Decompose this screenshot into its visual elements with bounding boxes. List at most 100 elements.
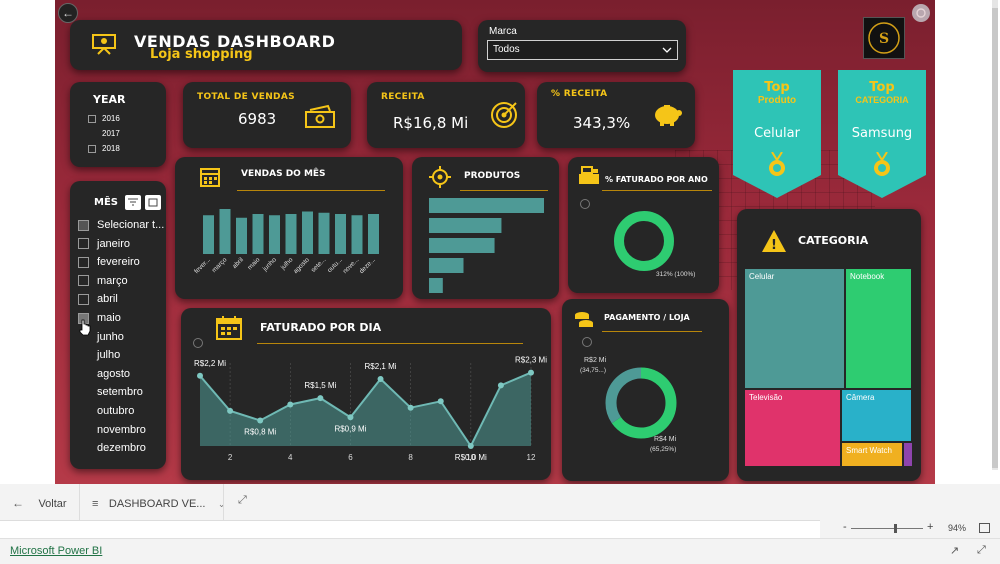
year-option[interactable]: 2016 — [88, 111, 120, 126]
dashboard-subtitle: Loja shopping — [150, 47, 253, 62]
month-option[interactable]: outubro — [78, 402, 166, 421]
zoom-slider-thumb[interactable] — [894, 524, 898, 533]
zoom-controls: - + 94% — [820, 520, 1000, 538]
faturado-dia-title: FATURADO POR DIA — [260, 321, 382, 334]
data-point — [287, 401, 294, 408]
treemap-cell[interactable]: Câmera — [841, 389, 912, 442]
fit-to-page-icon[interactable] — [979, 523, 990, 533]
month-option[interactable]: janeiro — [78, 235, 166, 254]
focus-mode-icon[interactable] — [912, 4, 930, 22]
pagamento-label-b-pct: (65,25%) — [650, 446, 677, 453]
vertical-scrollbar[interactable] — [992, 0, 998, 470]
month-tick-label: abril — [231, 256, 245, 270]
bar — [318, 212, 330, 254]
faturado-dia-chart: 2 4 6 8 10 12 R$2,2 Mi R$0,8 Mi R$1,5 Mi R$0,9 Mi… — [194, 356, 547, 462]
data-label: R$0,8 Mi — [244, 427, 276, 436]
month-tick-label: maio — [246, 256, 261, 271]
svg-text:!: ! — [771, 238, 777, 253]
clear-filter-icon[interactable] — [125, 195, 141, 210]
zoom-level: 94% — [948, 523, 967, 533]
marca-dropdown[interactable]: Todos — [487, 40, 678, 60]
zoom-out-button[interactable]: - — [843, 521, 847, 533]
produtos-chart — [429, 198, 544, 293]
back-label: Voltar — [38, 498, 67, 510]
title-underline — [602, 190, 712, 191]
month-list: Selecionar t... janeiro fevereiro março … — [78, 216, 166, 458]
checkbox-icon — [78, 443, 89, 454]
month-slicer: MÊS Selecionar t... janeiro fevereiro ma… — [70, 181, 166, 469]
cash-register-icon — [578, 165, 600, 190]
marca-label: Marca — [489, 26, 517, 37]
treemap-cell[interactable]: Televisão — [744, 389, 841, 467]
data-point — [467, 443, 474, 449]
month-option[interactable]: setembro — [78, 383, 166, 402]
pagamento-label-a-value: R$2 Mi — [584, 357, 607, 364]
treemap: Celular Notebook Televisão Câmera Smart … — [744, 268, 913, 467]
bar — [285, 214, 297, 254]
faturado-ano-label: 312% (100%) — [656, 271, 696, 278]
power-bi-link[interactable]: Microsoft Power BI — [10, 545, 103, 557]
data-label: R$2,1 Mi — [365, 362, 397, 371]
data-label: R$2,2 Mi — [194, 359, 226, 368]
piggy-bank-icon — [651, 100, 685, 133]
month-option[interactable]: abril — [78, 290, 166, 309]
checkbox-icon — [78, 275, 89, 287]
dashboard-title: VENDAS DASHBOARD — [134, 32, 336, 51]
marca-dropdown-value: Todos — [493, 44, 520, 55]
faturado-ano-donut — [614, 211, 674, 271]
zoom-slider[interactable] — [851, 524, 923, 533]
checkbox-icon — [88, 114, 96, 123]
title-underline — [602, 331, 702, 332]
data-point — [497, 382, 504, 389]
title-underline — [237, 190, 385, 191]
checkbox-icon — [78, 238, 89, 250]
checkbox-icon — [78, 256, 89, 268]
year-option[interactable]: 2017 — [88, 126, 120, 141]
bar — [429, 198, 544, 213]
month-tick-label: nove... — [342, 256, 361, 275]
data-point — [227, 407, 234, 414]
treemap-cell[interactable]: Notebook — [845, 268, 912, 389]
share-icon[interactable]: ↗ — [950, 545, 960, 557]
month-option[interactable]: março — [78, 272, 166, 291]
back-button[interactable]: ← Voltar — [12, 494, 67, 510]
scrollbar-thumb[interactable] — [992, 8, 998, 468]
year-option[interactable]: 2018 — [88, 141, 120, 156]
treemap-cell[interactable]: Smart Watch — [841, 442, 903, 467]
treemap-cell[interactable]: Celular — [744, 268, 845, 389]
zoom-in-button[interactable]: + — [927, 521, 934, 533]
bar — [429, 238, 495, 253]
month-option[interactable]: dezembro — [78, 439, 166, 458]
coins-icon — [573, 309, 595, 336]
page-tab-dashboard[interactable]: ≡ DASHBOARD VE... ⌄ — [92, 494, 225, 510]
month-option[interactable]: maio — [78, 309, 166, 328]
produtos-card: PRODUTOS — [412, 157, 559, 299]
month-option[interactable]: novembro — [78, 421, 166, 440]
vendas-mes-title: VENDAS DO MÊS — [241, 169, 326, 179]
checkbox-icon — [78, 219, 89, 231]
month-option[interactable]: junho — [78, 328, 166, 347]
categoria-card: ! CATEGORIA Celular Notebook Televisão C… — [737, 209, 921, 481]
select-all-option[interactable]: Selecionar t... — [78, 216, 166, 235]
month-option[interactable]: fevereiro — [78, 253, 166, 272]
year-slicer-title: YEAR — [93, 93, 126, 106]
back-arrow-icon[interactable]: ← — [58, 3, 78, 23]
x-tick-label: 8 — [408, 453, 413, 462]
checkbox-icon — [78, 387, 89, 398]
money-icon — [303, 104, 337, 135]
collapse-icon[interactable]: ⤢ — [238, 494, 247, 506]
chevron-down-icon: ⌄ — [217, 499, 226, 509]
marca-slicer: Marca Todos — [478, 20, 686, 72]
info-dot-icon — [580, 199, 590, 209]
top-categoria-label: CATEGORIA — [855, 95, 909, 105]
month-option[interactable]: julho — [78, 346, 166, 365]
treemap-cell-other[interactable] — [903, 442, 913, 467]
checkbox-icon — [78, 368, 89, 379]
data-point — [257, 417, 264, 424]
kpi-pct-receita: % RECEITA 343,3% — [537, 82, 695, 148]
checkbox-icon — [78, 424, 89, 435]
month-option[interactable]: agosto — [78, 365, 166, 384]
fullscreen-icon[interactable]: ⤢ — [977, 544, 986, 556]
expand-icon[interactable] — [145, 195, 161, 210]
